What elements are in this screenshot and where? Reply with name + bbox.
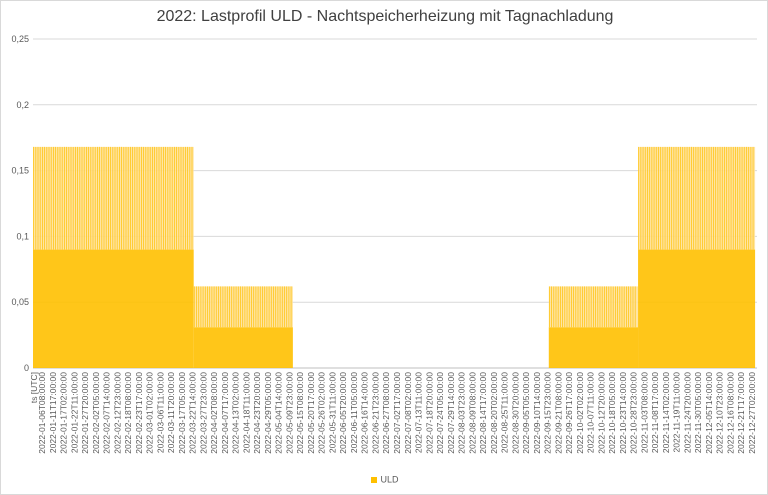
x-tick-label: 2022-03-01T02:00:00 <box>145 372 155 454</box>
x-tick-label: 2022-05-20T17:00:00 <box>306 372 316 454</box>
x-tick-label: 2022-10-28T23:00:00 <box>629 372 639 454</box>
x-tick-label: 2022-05-04T14:00:00 <box>274 372 284 454</box>
x-tick-label: 2022-06-21T23:00:00 <box>370 372 380 454</box>
x-tick-label: 2022-02-18T08:00:00 <box>123 372 133 454</box>
x-tick-label: 2022-03-06T11:00:00 <box>155 372 165 453</box>
x-tick-label: 2022-11-03T08:00:00 <box>639 372 649 453</box>
y-tick-label: 0,05 <box>11 297 29 307</box>
x-tick-label: 2022-10-02T02:00:00 <box>575 372 585 454</box>
x-tick-label: 2022-06-05T20:00:00 <box>338 372 348 454</box>
x-tick-label: 2022-03-27T23:00:00 <box>198 372 208 454</box>
series-peak-area <box>33 146 194 250</box>
x-tick-label: 2022-09-10T14:00:00 <box>532 372 542 454</box>
x-tick-label: 2022-02-23T17:00:00 <box>134 372 144 454</box>
x-tick-label: 2022-04-07T17:00:00 <box>220 372 230 454</box>
x-tick-label: 2022-06-16T14:00:00 <box>360 372 370 454</box>
x-tick-label: 2022-04-13T02:00:00 <box>231 372 241 454</box>
x-tick-label: 2022-01-06T08:00:00 <box>37 372 47 454</box>
x-tick-label: 2022-01-17T02:00:00 <box>59 372 69 454</box>
x-tick-label: 2022-11-24T20:00:00 <box>682 372 692 453</box>
x-tick-label: 2022-06-27T08:00:00 <box>381 372 391 454</box>
x-tick-label: 2022-03-22T14:00:00 <box>188 372 198 454</box>
x-tick-label: 2022-07-08T02:00:00 <box>403 372 413 454</box>
x-tick-label: 2022-03-17T05:00:00 <box>177 372 187 454</box>
chart-title: 2022: Lastprofil ULD - Nachtspeicherheiz… <box>156 8 614 25</box>
x-tick-label: 2022-09-21T08:00:00 <box>553 372 563 454</box>
x-tick-label: 2022-01-27T20:00:00 <box>80 372 90 454</box>
legend-swatch <box>371 476 378 483</box>
legend-label: ULD <box>380 474 399 485</box>
x-tick-label: 2022-08-03T23:00:00 <box>457 372 467 454</box>
series-base-area <box>548 327 639 368</box>
x-tick-label: 2022-12-16T08:00:00 <box>725 372 735 454</box>
x-tick-label: 2022-04-23T20:00:00 <box>252 372 262 454</box>
x-tick-label: 2022-02-07T14:00:00 <box>102 372 112 454</box>
x-tick-label: 2022-12-10T23:00:00 <box>715 372 725 454</box>
x-tick-label: 2022-09-26T17:00:00 <box>564 372 574 454</box>
x-tick-label: 2022-02-12T23:00:00 <box>112 372 122 454</box>
x-tick-label: 2022-04-18T11:00:00 <box>241 372 251 453</box>
x-tick-label: 2022-07-02T17:00:00 <box>392 372 402 454</box>
x-tick-label: 2022-08-25T11:00:00 <box>500 372 510 453</box>
y-tick-label: 0,1 <box>16 231 29 241</box>
x-tick-label: 2022-06-11T05:00:00 <box>349 372 359 453</box>
x-tick-label: 2022-10-23T14:00:00 <box>618 372 628 454</box>
series-base-area <box>638 249 756 368</box>
legend: ULD <box>1 474 768 485</box>
x-tick-label: 2022-09-05T05:00:00 <box>521 372 531 454</box>
x-tick-label: 2022-11-14T02:00:00 <box>661 372 671 453</box>
y-tick-label: 0 <box>24 363 29 373</box>
x-tick-label: 2022-11-08T17:00:00 <box>650 372 660 453</box>
x-tick-label: 2022-08-30T20:00:00 <box>510 372 520 454</box>
x-tick-label: 2022-03-11T20:00:00 <box>166 372 176 453</box>
x-tick-label: 2022-07-13T11:00:00 <box>414 372 424 453</box>
x-axis-title: ts [UTC] <box>29 372 39 403</box>
x-tick-label: 2022-11-30T05:00:00 <box>693 372 703 453</box>
x-tick-label: 2022-12-27T02:00:00 <box>747 372 757 454</box>
series-peak-area <box>193 286 293 328</box>
x-tick-label: 2022-08-14T17:00:00 <box>478 372 488 454</box>
x-tick-label: 2022-05-26T02:00:00 <box>317 372 327 454</box>
y-tick-label: 0,2 <box>16 100 29 110</box>
x-tick-label: 2022-12-21T17:00:00 <box>736 372 746 454</box>
x-tick-label: 2022-10-07T11:00:00 <box>586 372 596 453</box>
x-tick-label: 2022-02-02T05:00:00 <box>91 372 101 454</box>
x-tick-label: 2022-01-11T17:00:00 <box>48 372 58 453</box>
x-tick-label: 2022-05-31T11:00:00 <box>327 372 337 453</box>
x-tick-label: 2022-10-12T20:00:00 <box>596 372 606 454</box>
y-tick-label: 0,25 <box>11 34 29 44</box>
x-tick-label: 2022-05-09T23:00:00 <box>284 372 294 454</box>
y-tick-label: 0,15 <box>11 166 29 176</box>
x-tick-label: 2022-11-19T11:00:00 <box>672 372 682 453</box>
x-tick-label: 2022-08-20T02:00:00 <box>489 372 499 454</box>
x-tick-label: 2022-04-29T05:00:00 <box>263 372 273 454</box>
x-tick-label: 2022-08-09T08:00:00 <box>467 372 477 454</box>
x-tick-label: 2022-09-15T23:00:00 <box>543 372 553 454</box>
x-tick-label: 2022-12-05T14:00:00 <box>704 372 714 454</box>
series-base-area <box>33 249 194 368</box>
series-base-area <box>193 327 293 368</box>
x-tick-label: 2022-05-15T08:00:00 <box>295 372 305 454</box>
x-tick-label: 2022-01-22T11:00:00 <box>69 372 79 453</box>
x-tick-label: 2022-10-18T05:00:00 <box>607 372 617 454</box>
x-tick-label: 2022-07-29T14:00:00 <box>446 372 456 454</box>
x-tick-label: 2022-07-24T05:00:00 <box>435 372 445 454</box>
x-tick-label: 2022-04-02T08:00:00 <box>209 372 219 454</box>
x-tick-label: 2022-07-18T20:00:00 <box>424 372 434 454</box>
